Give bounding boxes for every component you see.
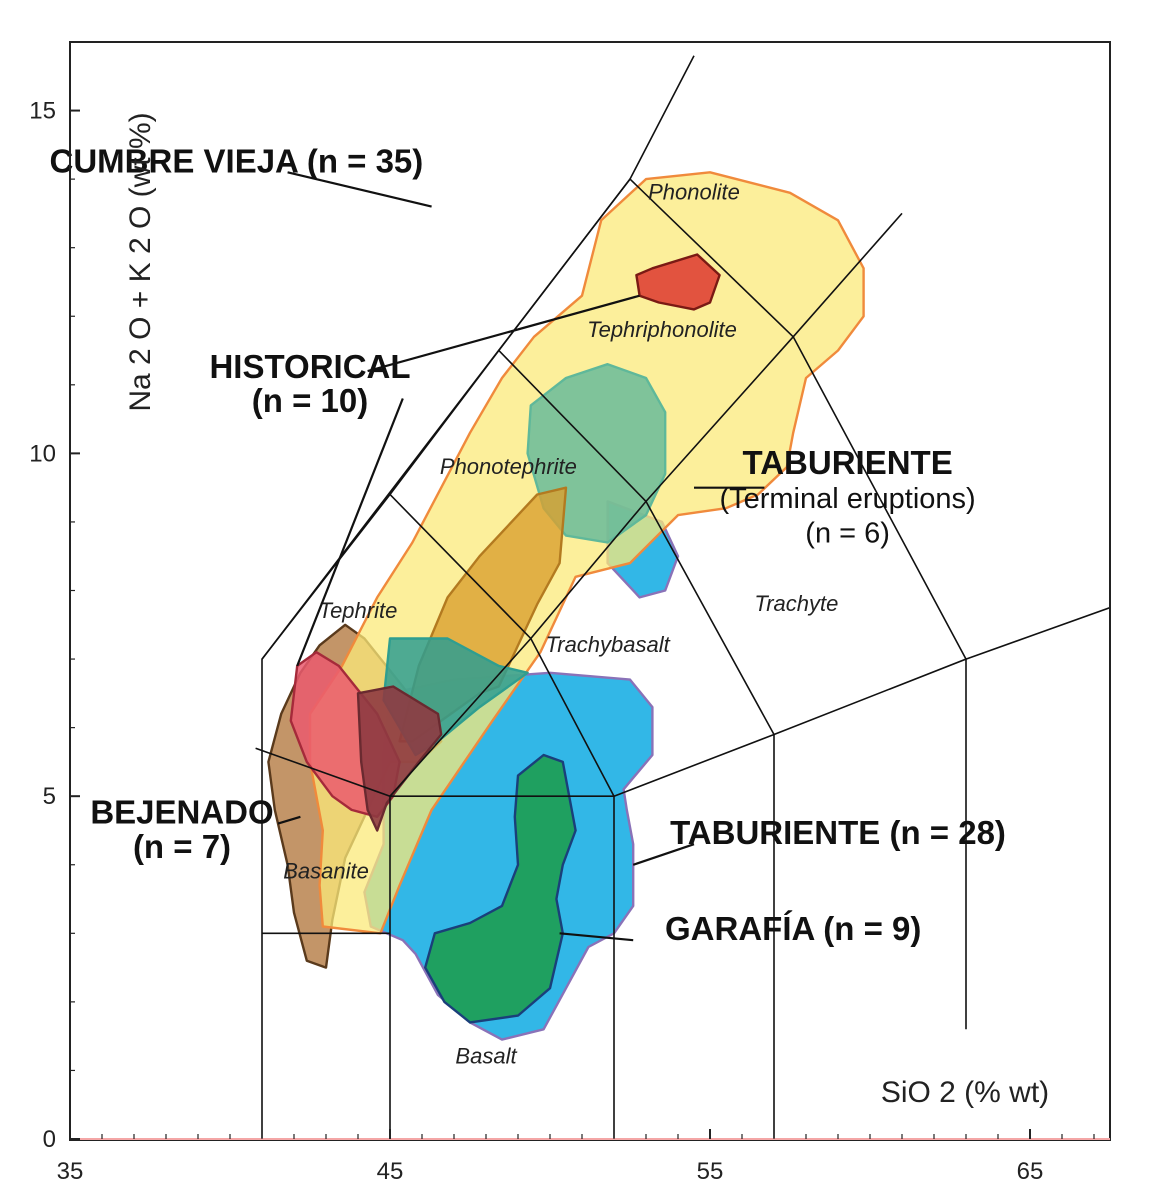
- y-tick-label: 15: [29, 98, 56, 125]
- leader-line: [296, 398, 404, 667]
- field-historical-phonolite-cluster: [635, 253, 721, 311]
- tas-boundary-8: [255, 747, 391, 797]
- leader-line: [277, 815, 301, 825]
- group-annotations: CUMBRE VIEJA (n = 35) HISTORICAL(n = 10) T…: [50, 142, 1006, 947]
- leader-line: [632, 843, 695, 866]
- annotation-taburiente: TABURIENTE: [742, 444, 952, 481]
- field-label-tephrite: Tephrite: [319, 598, 398, 623]
- annotation-n-7: (n = 7): [133, 828, 231, 865]
- x-tick-label: 35: [57, 1158, 84, 1185]
- plot-frame: [69, 41, 1111, 1141]
- field-label-trachybasalt: Trachybasalt: [545, 632, 670, 657]
- y-tick-label: 10: [29, 440, 56, 467]
- axes: 35 45 55 65 0 5 10 15: [29, 41, 1111, 1185]
- x-tick-label: 65: [1017, 1158, 1044, 1185]
- annotation-n-6: (n = 6): [805, 518, 890, 550]
- field-cumbre-vieja-n-35: [308, 171, 865, 935]
- annotation-historical: HISTORICAL: [209, 348, 410, 385]
- field-label-trachyte: Trachyte: [754, 591, 838, 616]
- annotation-taburiente-n-28: TABURIENTE (n = 28): [670, 814, 1006, 851]
- leader-line: [287, 171, 432, 208]
- tas-boundary-6: [965, 606, 1110, 660]
- field-label-tephriphonolite: Tephriphonolite: [587, 317, 737, 342]
- field-label-basanite: Basanite: [283, 858, 369, 883]
- tas-boundary-3: [389, 795, 615, 1139]
- annotation-cumbre-vieja-n-35: CUMBRE VIEJA (n = 35): [50, 142, 424, 179]
- tas-boundary-11: [792, 212, 903, 338]
- annotation-bejenado: BEJENADO: [90, 794, 273, 831]
- tas-boundaries: [255, 55, 1110, 1139]
- tas-boundary-14: [498, 177, 794, 351]
- y-axis-title: Na 2 O + K 2 O (wt %): [124, 112, 157, 411]
- annotation-garaf-a-n-9: GARAFÍA (n = 9): [665, 910, 921, 947]
- y-tick-label: 0: [43, 1126, 56, 1153]
- annotation-n-10: (n = 10): [252, 382, 368, 419]
- rock-field-labels: Phonolite Tephriphonolite Phonotephrite Tep…: [283, 180, 838, 1069]
- x-tick-label: 55: [697, 1158, 724, 1185]
- x-tick-label: 45: [377, 1158, 404, 1185]
- field-label-basalt: Basalt: [455, 1044, 517, 1069]
- y-tick-label: 5: [43, 783, 56, 810]
- leader-line: [367, 294, 640, 373]
- annotation-terminal-eruptions: (Terminal eruptions): [719, 483, 975, 515]
- field-label-phonotephrite: Phonotephrite: [440, 454, 577, 479]
- leader-line: [559, 932, 634, 942]
- field-label-phonolite: Phonolite: [648, 180, 740, 205]
- x-axis-title: SiO 2 (% wt): [881, 1076, 1049, 1109]
